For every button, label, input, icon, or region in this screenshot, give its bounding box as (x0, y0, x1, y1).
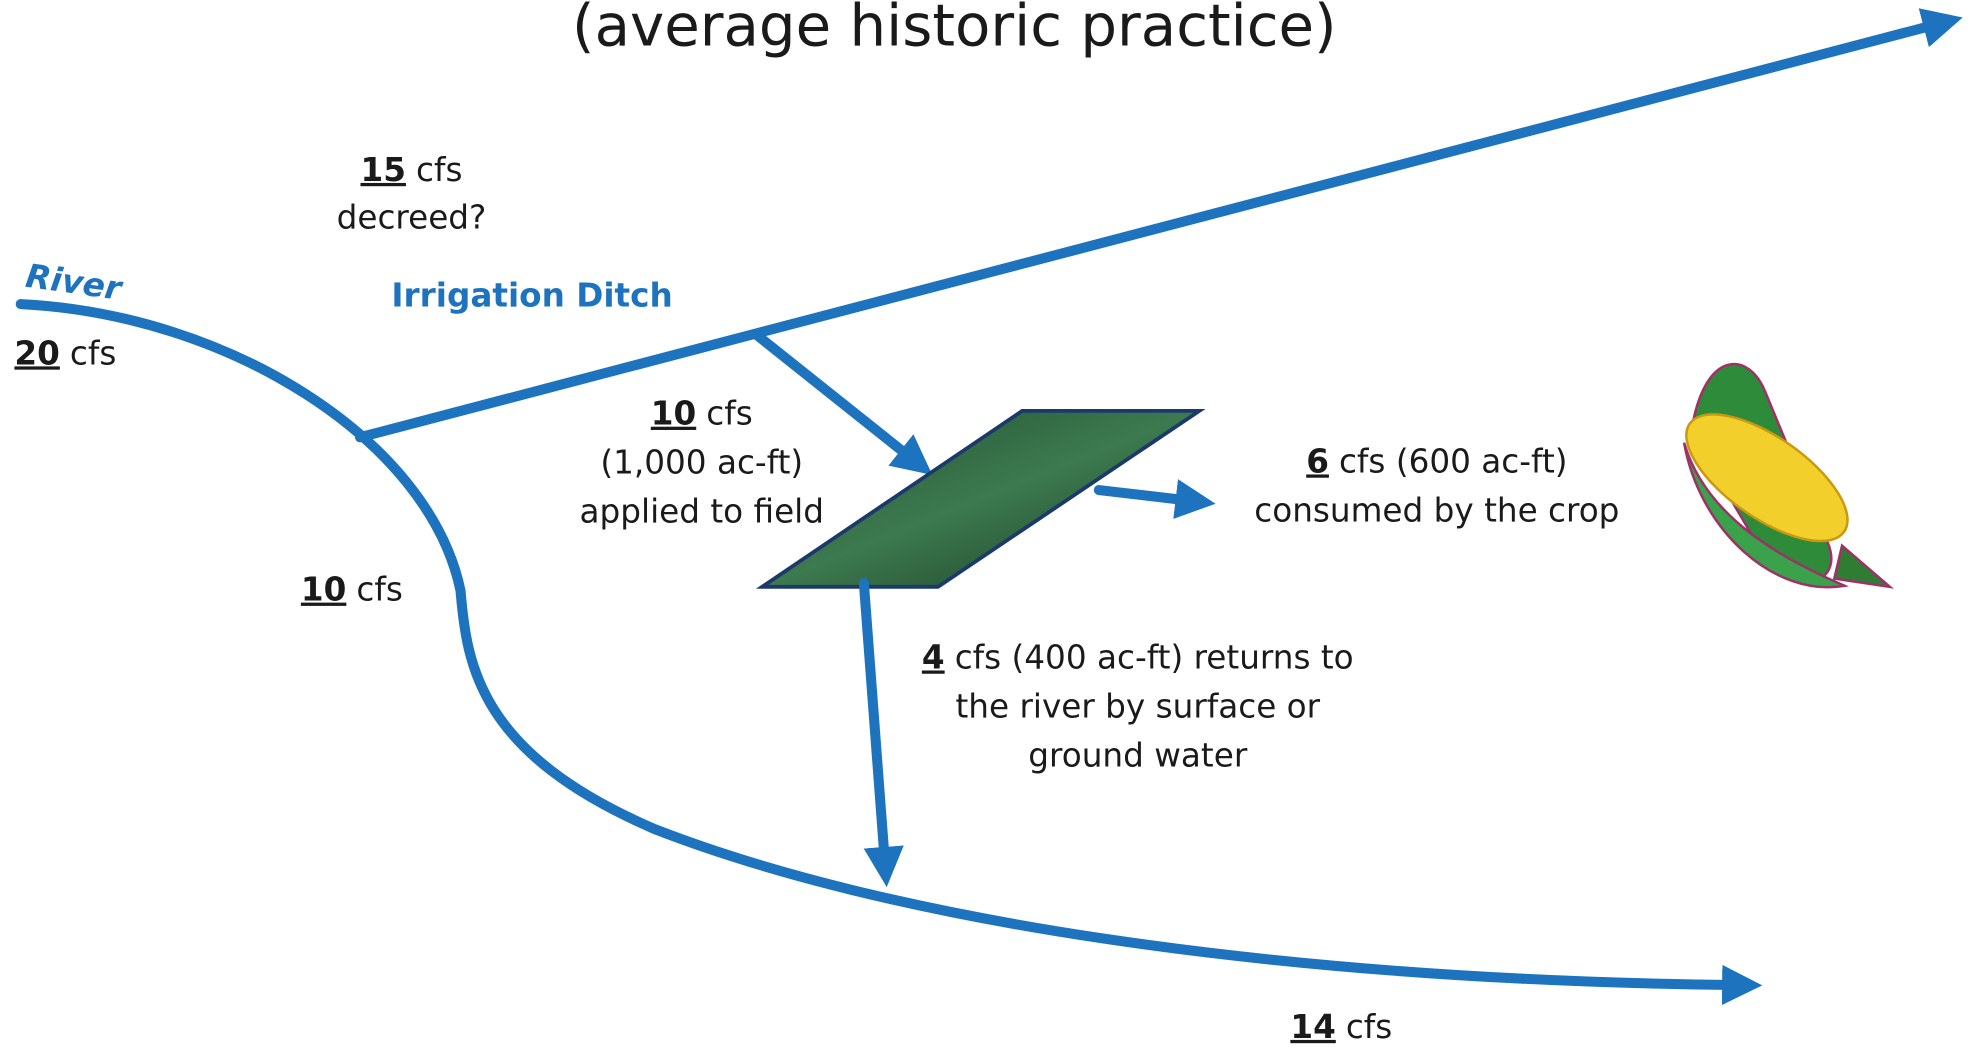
river-in-label: 20 cfs (14, 334, 116, 372)
returns-line3: ground water (1028, 737, 1248, 775)
ditch-label: Irrigation Ditch (391, 277, 672, 315)
unit: cfs (706, 395, 752, 433)
river-mid-label: 10 cfs (301, 571, 403, 609)
river-line (21, 304, 1742, 985)
consumed-label: 6 cfs (600 ac-ft) (1306, 442, 1567, 480)
rest: cfs (600 ac-ft) (1339, 442, 1568, 480)
unit: cfs (416, 151, 462, 189)
applied-label: 10 cfs (651, 395, 753, 433)
number: 4 (922, 638, 945, 676)
consumption-arrow (1099, 490, 1196, 501)
title: (average historic practice) (572, 0, 1337, 59)
applied-line3: applied to field (580, 493, 824, 531)
body: (average historic practice) River Irriga… (0, 0, 1974, 1053)
return-arrow (864, 583, 885, 867)
unit: cfs (356, 571, 402, 609)
number: 10 (301, 571, 346, 609)
diagram: (average historic practice) River Irriga… (0, 0, 1974, 1053)
returns-label: 4 cfs (400 ac-ft) returns to (922, 638, 1354, 676)
applied-line2: (1,000 ac-ft) (600, 444, 803, 482)
corn-icon (1639, 354, 1946, 633)
number: 15 (361, 151, 406, 189)
number: 10 (651, 395, 696, 433)
river-out-label: 14 cfs (1290, 1008, 1392, 1046)
returns-line2: the river by surface or (955, 687, 1320, 725)
unit: cfs (70, 334, 116, 372)
number: 6 (1306, 442, 1329, 480)
number: 20 (14, 334, 59, 372)
decreed-label: 15 cfs (361, 151, 463, 189)
decreed-note: decreed? (337, 199, 487, 237)
ditch-line (360, 23, 1943, 438)
consumed-line2: consumed by the crop (1254, 491, 1619, 529)
page: Irrigation diagram {"title": "(average h… (0, 0, 1974, 1053)
number: 14 (1290, 1008, 1335, 1046)
rest: cfs (400 ac-ft) returns to (955, 638, 1354, 676)
unit: cfs (1346, 1008, 1392, 1046)
